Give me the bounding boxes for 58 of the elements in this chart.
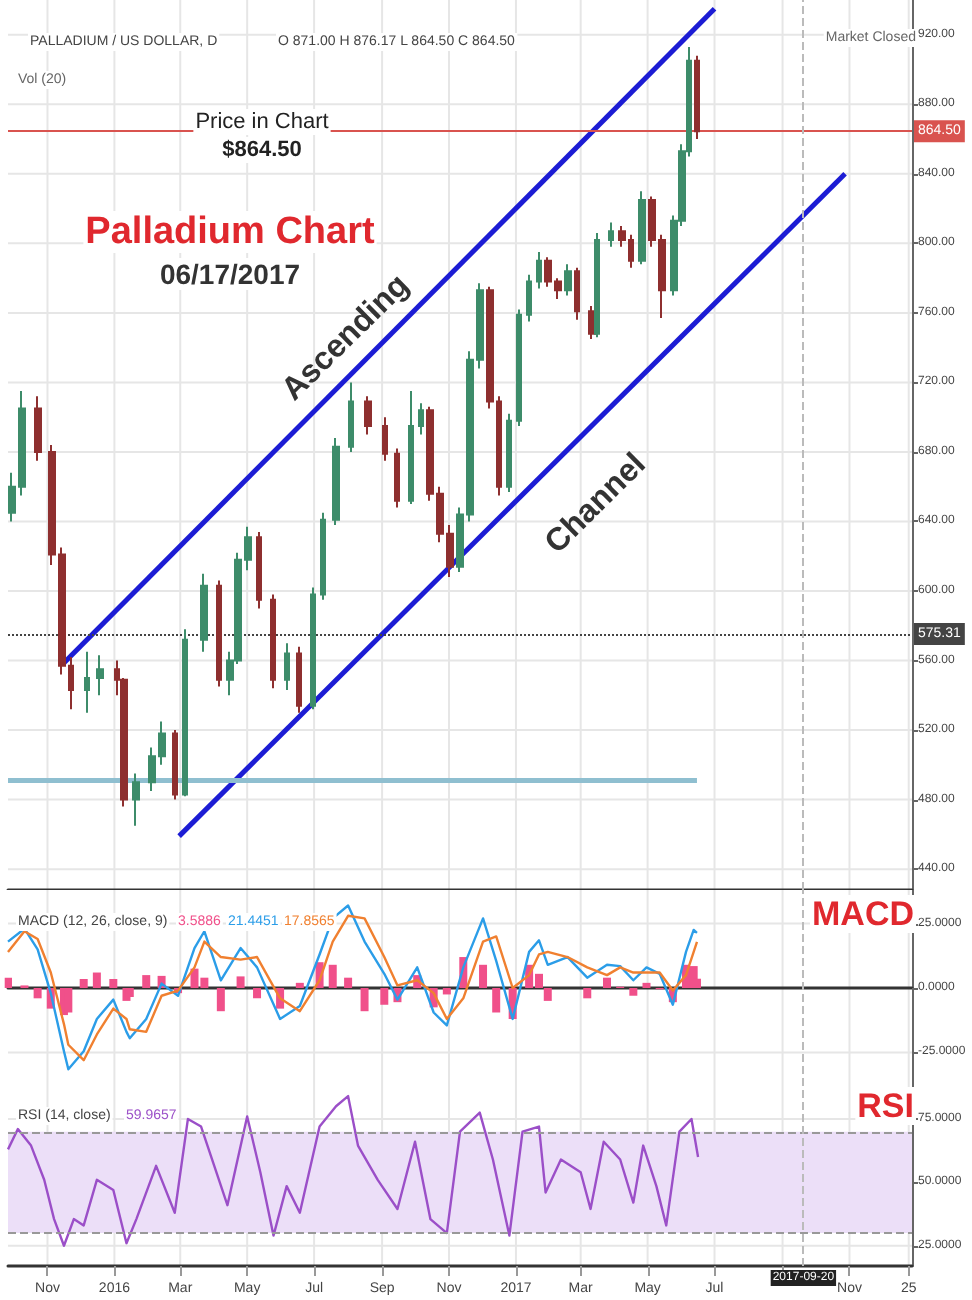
candlestick [382, 416, 388, 462]
candlestick [564, 263, 572, 297]
candlestick [526, 273, 532, 323]
bar [216, 988, 225, 1012]
bar [629, 988, 638, 996]
candlestick [394, 447, 400, 509]
bar [64, 988, 73, 1013]
bar [344, 977, 353, 988]
candlestick [694, 54, 700, 141]
bar [253, 988, 262, 999]
candlestick [310, 586, 316, 711]
candlestick [594, 231, 600, 339]
bar [583, 988, 592, 999]
candlestick [84, 650, 90, 714]
annotation: RSI [857, 1087, 914, 1125]
candlestick [256, 530, 262, 610]
candlestick [536, 251, 542, 290]
candlestick [296, 645, 302, 714]
bar [479, 964, 488, 988]
bar [543, 988, 552, 1001]
bar [492, 988, 501, 1013]
candlestick [332, 437, 340, 526]
candlestick [408, 390, 414, 506]
candlestick [96, 654, 104, 697]
annotation: MACD [812, 895, 914, 933]
bar [642, 982, 651, 988]
bar [236, 976, 245, 988]
annotation: $864.50 [222, 138, 302, 162]
bar [142, 975, 151, 988]
line-series [6, 1094, 700, 1247]
bar [380, 988, 389, 1005]
bar [295, 982, 304, 988]
candlestick [506, 412, 512, 493]
candlestick [216, 579, 222, 688]
candlestick [608, 221, 614, 248]
bar [79, 978, 88, 988]
candlestick [516, 308, 522, 427]
candlestick [200, 572, 208, 653]
annotation: Price in Chart [195, 110, 329, 134]
candlestick [638, 190, 646, 266]
bar [360, 988, 369, 1012]
bar [33, 988, 42, 999]
bar [328, 964, 337, 988]
candlestick [172, 729, 178, 801]
candlestick [320, 511, 326, 601]
candlestick [182, 628, 188, 798]
candlestick [34, 395, 42, 462]
candlestick [284, 642, 290, 692]
candlestick [574, 266, 580, 321]
bar [92, 972, 101, 988]
candlestick [270, 593, 276, 690]
candlestick [418, 402, 424, 436]
bar [4, 977, 12, 988]
annotation: Palladium Chart [85, 211, 376, 253]
candlestick [132, 772, 140, 827]
bar [442, 988, 451, 995]
bar [109, 978, 118, 988]
bar [603, 977, 612, 988]
